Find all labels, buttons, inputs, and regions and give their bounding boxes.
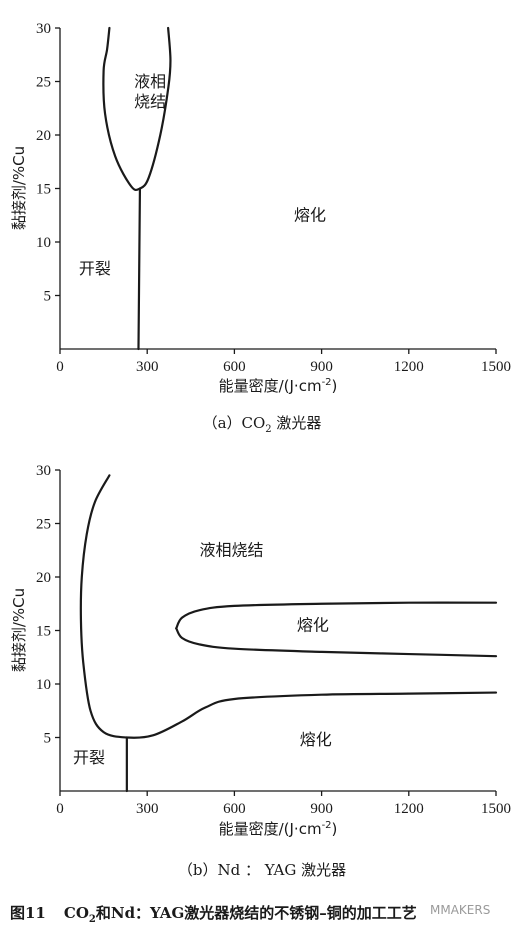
chart-a-subtitle: （a）CO2 激光器 <box>203 414 322 435</box>
chart-a-y-tick-label: 5 <box>44 289 52 305</box>
chart-a-region-label-line: 熔化 <box>294 206 326 225</box>
chart-a-region-label: 液相烧结 <box>134 72 166 111</box>
chart-b-x-axis-label-sup: -2 <box>322 820 332 831</box>
chart-b-region-label: 熔化 <box>297 616 329 635</box>
chart-b-region-label: 熔化 <box>300 730 332 749</box>
chart-a-boundary-a-line <box>102 26 172 192</box>
chart-a-region-label-line: 烧结 <box>134 92 166 111</box>
chart-a-subtitle-pre: （a）CO <box>203 414 266 432</box>
chart-b-x-tick-label: 600 <box>223 801 246 817</box>
chart-b-y-tick-label: 25 <box>36 517 51 533</box>
chart-a-x-tick-label: 600 <box>223 359 246 375</box>
chart-a-x-tick-label: 900 <box>310 359 333 375</box>
chart-b-x-tick-label: 900 <box>310 801 333 817</box>
chart-b-x-axis-label-close: ) <box>332 820 338 838</box>
chart-a-region-label-line: 开裂 <box>79 259 111 278</box>
chart-a-vertical-a-line <box>137 187 142 351</box>
chart-a-subtitle-post: 激光器 <box>272 414 322 432</box>
chart-a-y-tick-label: 15 <box>36 182 51 198</box>
watermark: MMAKERS <box>430 903 490 917</box>
figure-caption-number: 图11 <box>10 904 46 922</box>
chart-a-region-label-line: 液相 <box>134 72 166 91</box>
chart-b-region-label-line: 开裂 <box>73 748 105 767</box>
chart-b-x-axis-label: 能量密度/(J·cm-2) <box>219 820 338 838</box>
chart-b-x-tick-label: 0 <box>56 801 64 817</box>
chart-a-x-axis-label-main: 能量密度/(J·cm <box>219 377 322 395</box>
chart-b-y-tick-label: 20 <box>36 570 51 586</box>
chart-b-y-tick-label: 15 <box>36 624 51 640</box>
chart-a-axes <box>59 28 496 350</box>
chart-a-x-tick-label: 300 <box>136 359 159 375</box>
figure-caption-pre: CO <box>64 904 89 922</box>
chart-b-x-tick-label: 1200 <box>394 801 424 817</box>
chart-a-x-axis-label-sup: -2 <box>322 377 332 388</box>
chart-b-melt-lobe-lower-line <box>175 627 498 658</box>
chart-b-y-tick-label: 5 <box>44 731 52 747</box>
chart-a-y-tick-label: 30 <box>36 21 51 37</box>
chart-b-region-label-line: 熔化 <box>297 616 329 635</box>
figure-caption-sub: 2 <box>89 914 96 925</box>
chart-b-x-axis-label-main: 能量密度/(J·cm <box>219 820 322 838</box>
chart-b-y-axis-label: 黏接剂/%Cu <box>10 588 28 672</box>
chart-a-subtitle-sub: 2 <box>265 424 271 435</box>
chart-b-y-tick-label: 10 <box>36 677 51 693</box>
chart-a-ticks: 0 300 600 900 1200 1500 5 10 15 20 25 30 <box>36 21 511 375</box>
chart-a-y-axis-label: 黏接剂/%Cu <box>10 146 28 230</box>
chart-a-y-tick-label: 20 <box>36 128 51 144</box>
chart-a-x-tick-label: 0 <box>56 359 64 375</box>
chart-a-x-tick-label: 1200 <box>394 359 424 375</box>
chart-b-region-label: 开裂 <box>73 748 105 767</box>
figure-caption-post: 和Nd：YAG激光器烧结的不锈钢–铜的加工工艺 <box>96 904 417 922</box>
chart-b-axes <box>59 470 496 792</box>
chart-a-x-axis-label-close: ) <box>332 377 338 395</box>
chart-a-x-axis-label: 能量密度/(J·cm-2) <box>219 377 338 395</box>
chart-b-subtitle: （b）Nd ： YAG 激光器 <box>178 861 346 879</box>
figure-caption: 图11 CO2和Nd：YAG激光器烧结的不锈钢–铜的加工工艺 <box>10 904 417 925</box>
chart-b-region-label-line: 熔化 <box>300 730 332 749</box>
chart-b-x-tick-label: 300 <box>136 801 159 817</box>
chart-a-y-tick-label: 10 <box>36 235 51 251</box>
chart-a-y-tick-label: 25 <box>36 75 51 91</box>
chart-a-curves <box>102 26 172 351</box>
chart-b-y-tick-label: 30 <box>36 463 51 479</box>
chart-b-melt-lobe-upper-line <box>175 601 498 630</box>
chart-a-region-label: 开裂 <box>79 259 111 278</box>
chart-b-curves <box>79 474 498 793</box>
chart-a-x-tick-label: 1500 <box>481 359 511 375</box>
chart-b-region-label: 液相烧结 <box>199 541 263 560</box>
chart-a-region-label: 熔化 <box>294 206 326 225</box>
chart-b-region-label-line: 液相烧结 <box>199 541 263 560</box>
chart-b-x-tick-label: 1500 <box>481 801 511 817</box>
chart-b-boundary-b-line <box>79 474 498 739</box>
chart-b-ticks: 0 300 600 900 1200 1500 5 10 15 20 25 30 <box>36 463 511 817</box>
